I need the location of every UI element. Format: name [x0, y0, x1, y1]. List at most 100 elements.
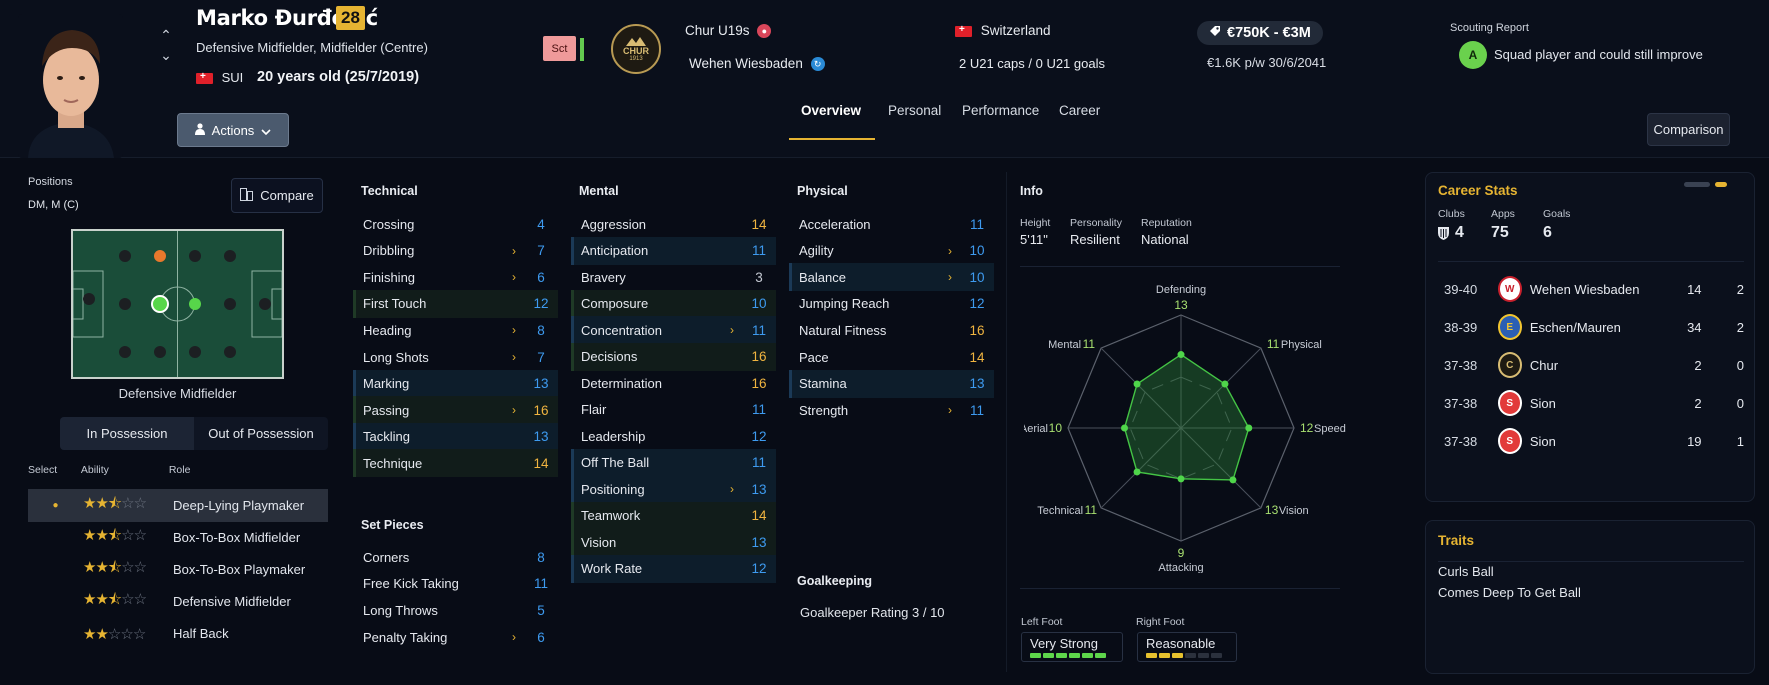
attribute-value: 14	[533, 455, 549, 471]
info-separator-bottom	[1020, 588, 1340, 589]
attribute-row-acceleration[interactable]: Acceleration 11	[789, 210, 994, 238]
attribute-row-off-the-ball[interactable]: Off The Ball 11	[571, 448, 776, 477]
role-row[interactable]: ★★⯪☆☆ Box-To-Box Playmaker	[28, 553, 328, 586]
attribute-value: 13	[751, 481, 767, 497]
trait-item[interactable]: Curls Ball	[1438, 564, 1494, 579]
attribute-row-leadership[interactable]: Leadership 12	[571, 422, 776, 450]
career-row[interactable]: 37-38 S Sion 19 1	[1444, 423, 1744, 459]
card-page-indicator-1[interactable]	[1684, 182, 1710, 187]
attribute-row-tackling[interactable]: Tackling 13	[353, 422, 558, 451]
role-row[interactable]: ★★⯪☆☆ Defensive Midfielder	[28, 585, 328, 618]
attribute-name: Dribbling	[363, 243, 415, 259]
loan-club-row[interactable]: Wehen Wiesbaden ↻	[689, 56, 825, 72]
attribute-row-teamwork[interactable]: Teamwork 14	[571, 501, 776, 530]
attribute-value: 14	[751, 216, 767, 232]
career-goals: 0	[1736, 357, 1745, 373]
pitch-role-caption: Defensive Midfielder	[118, 386, 237, 401]
attribute-row-agility[interactable]: Agility › 10	[789, 237, 994, 265]
tab-performance[interactable]: Performance	[962, 103, 1040, 118]
career-row[interactable]: 37-38 C Chur 2 0	[1444, 347, 1744, 383]
role-row[interactable]: ★★⯪☆☆ Box-To-Box Midfielder	[28, 521, 328, 554]
physical-title: Physical	[797, 184, 848, 198]
attribute-value: 11	[751, 243, 766, 258]
attribute-row-corners[interactable]: Corners 8	[353, 543, 558, 571]
tab-overview[interactable]: Overview	[801, 103, 862, 118]
actions-button[interactable]: Actions	[177, 113, 289, 147]
set-pieces-title: Set Pieces	[361, 518, 424, 532]
attribute-row-bravery[interactable]: Bravery 3	[571, 263, 776, 291]
attribute-row-composure[interactable]: Composure 10	[571, 289, 776, 318]
tab-out-of-possession[interactable]: Out of Possession	[208, 426, 314, 441]
foot-meter-segment	[1069, 653, 1080, 658]
card-page-indicator-2[interactable]	[1715, 182, 1727, 187]
apps-value: 75	[1491, 224, 1509, 241]
star-icon: ★	[95, 527, 108, 544]
career-season: 37-38	[1444, 357, 1478, 373]
attribute-row-dribbling[interactable]: Dribbling › 7	[353, 237, 558, 265]
primary-club-name: Chur U19s	[685, 23, 750, 38]
attribute-row-pace[interactable]: Pace 14	[789, 343, 994, 371]
career-row[interactable]: 38-39 E Eschen/Mauren 34 2	[1444, 309, 1744, 345]
key-attribute-marker	[353, 422, 356, 451]
foot-meter-segment	[1146, 653, 1157, 658]
role-row[interactable]: ● ★★⯪☆☆ Deep-Lying Playmaker	[28, 489, 328, 522]
attribute-row-positioning[interactable]: Positioning › 13	[571, 475, 776, 503]
selected-dot-icon[interactable]: ●	[52, 500, 59, 511]
key-attribute-marker	[571, 554, 574, 583]
career-row[interactable]: 39-40 W Wehen Wiesbaden 14 2	[1444, 271, 1744, 307]
player-positions: Defensive Midfielder, Midfielder (Centre…	[196, 40, 428, 55]
attribute-row-strength[interactable]: Strength › 11	[789, 396, 994, 424]
attribute-row-heading[interactable]: Heading › 8	[353, 316, 558, 344]
right-foot-box: Reasonable	[1137, 632, 1237, 662]
attribute-row-crossing[interactable]: Crossing 4	[353, 210, 558, 238]
attribute-row-work-rate[interactable]: Work Rate 12	[571, 554, 776, 583]
primary-club-row[interactable]: Chur U19s ●	[685, 23, 772, 39]
attribute-name: Stamina	[799, 376, 847, 392]
compare-button[interactable]: Compare	[231, 178, 323, 213]
key-attribute-marker	[353, 396, 356, 425]
attribute-value: 3	[755, 269, 763, 285]
attribute-value: 11	[751, 402, 766, 417]
attribute-row-concentration[interactable]: Concentration › 11	[571, 316, 776, 344]
attribute-row-balance[interactable]: Balance › 10	[789, 263, 994, 292]
trait-item[interactable]: Comes Deep To Get Ball	[1438, 585, 1581, 600]
tab-personal[interactable]: Personal	[888, 103, 942, 118]
attribute-row-finishing[interactable]: Finishing › 6	[353, 263, 558, 291]
attribute-row-decisions[interactable]: Decisions 16	[571, 342, 776, 371]
attribute-row-determination[interactable]: Determination 16	[571, 369, 776, 397]
attribute-row-penalty-taking[interactable]: Penalty Taking › 6	[353, 623, 558, 651]
career-row[interactable]: 37-38 S Sion 2 0	[1444, 385, 1744, 421]
role-row[interactable]: ★★☆☆☆ Half Back	[28, 617, 328, 650]
attribute-row-jumping-reach[interactable]: Jumping Reach 12	[789, 290, 994, 318]
next-player-arrow[interactable]: ⌄	[160, 47, 172, 63]
star-icon: ☆	[121, 591, 134, 608]
star-rating: ★★⯪☆☆	[83, 493, 173, 518]
club-logo[interactable]: CHUR 1913	[611, 24, 661, 74]
attribute-row-stamina[interactable]: Stamina 13	[789, 369, 994, 398]
tab-career[interactable]: Career	[1059, 103, 1101, 118]
col-select: Select	[28, 464, 58, 476]
attribute-row-vision[interactable]: Vision 13	[571, 528, 776, 556]
attribute-row-marking[interactable]: Marking 13	[353, 369, 558, 398]
attribute-row-long-shots[interactable]: Long Shots › 7	[353, 343, 558, 371]
attribute-row-long-throws[interactable]: Long Throws 5	[353, 597, 558, 625]
position-pitch	[71, 229, 284, 379]
info-divider	[1006, 172, 1007, 672]
star-icon: ⯪	[107, 559, 122, 576]
attribute-row-first-touch[interactable]: First Touch 12	[353, 289, 558, 318]
comparison-button[interactable]: Comparison	[1647, 113, 1730, 146]
attribute-row-natural-fitness[interactable]: Natural Fitness 16	[789, 316, 994, 344]
attribute-row-free-kick-taking[interactable]: Free Kick Taking 11	[353, 570, 558, 598]
attribute-row-anticipation[interactable]: Anticipation 11	[571, 236, 776, 265]
attribute-row-aggression[interactable]: Aggression 14	[571, 210, 776, 238]
attribute-row-flair[interactable]: Flair 11	[571, 396, 776, 424]
attribute-row-passing[interactable]: Passing › 16	[353, 396, 558, 425]
loan-club-name: Wehen Wiesbaden	[689, 56, 803, 71]
previous-player-arrow[interactable]: ⌃	[160, 27, 172, 43]
transfer-value-pill[interactable]: €750K - €3M	[1197, 21, 1323, 45]
transfer-value: €750K - €3M	[1227, 25, 1311, 41]
tab-in-possession[interactable]: In Possession	[60, 417, 194, 450]
career-season: 38-39	[1444, 319, 1478, 335]
attribute-row-technique[interactable]: Technique 14	[353, 449, 558, 478]
scout-status-badge[interactable]: Sct	[543, 36, 576, 61]
